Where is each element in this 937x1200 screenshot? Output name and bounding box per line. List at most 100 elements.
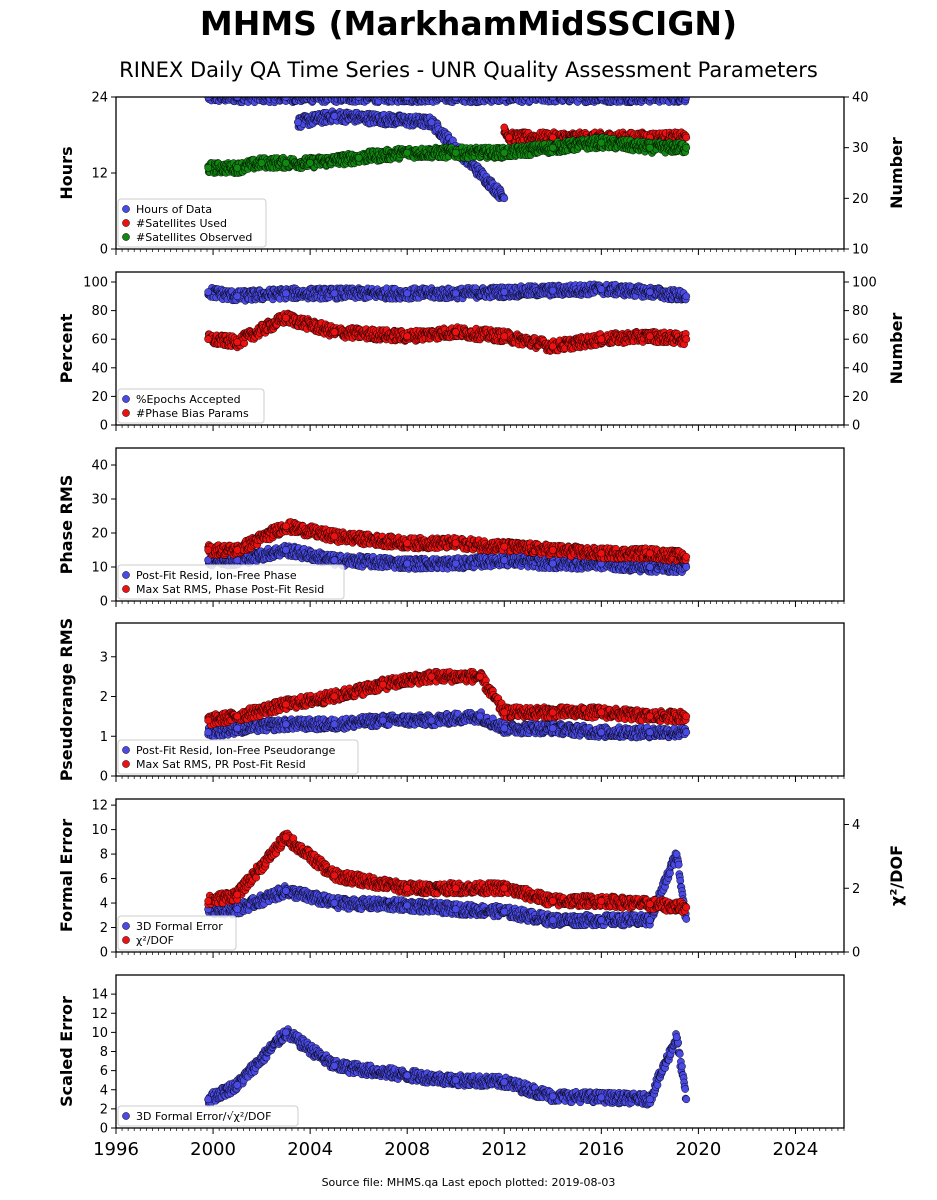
data-point [643,89,650,96]
data-point [542,89,549,96]
data-point [387,88,394,95]
data-point [337,89,344,96]
panel-2-marks [204,280,691,355]
data-point [362,88,369,95]
data-point [321,88,328,95]
data-point [266,97,268,98]
y2-tick-label: 10 [852,243,869,258]
data-point [288,89,295,96]
series-3-points [204,133,691,178]
data-point [403,289,412,298]
data-point [657,97,659,98]
chart-subtitle: RINEX Daily QA Time Series - UNR Quality… [119,58,818,82]
data-point [441,89,448,96]
y-axis-label: Percent [57,313,76,383]
data-point [501,89,508,96]
data-point [534,89,541,96]
data-point [646,143,654,152]
legend-entry: #Satellites Observed [136,231,252,244]
data-point [287,97,291,98]
data-point [495,97,500,98]
data-point [366,88,373,95]
data-point [406,89,413,96]
data-point [579,97,583,98]
y2-axis-label: Number [887,137,906,209]
data-point [597,335,606,344]
data-point [269,97,273,98]
data-point [305,97,309,98]
data-point [682,292,691,301]
data-point [658,89,665,96]
data-point [258,90,265,97]
data-point [330,112,339,120]
data-point [493,97,498,98]
data-point [214,89,221,96]
data-point [644,97,646,98]
data-point [206,88,213,95]
data-point [418,89,425,96]
data-point [539,88,546,95]
y2-tick-label: 0 [852,419,860,434]
data-point [551,89,558,96]
data-point [465,97,470,98]
data-point [448,97,451,98]
data-point [438,89,445,96]
data-point [502,97,504,98]
data-point [406,97,409,98]
data-point [299,88,306,95]
data-point [451,89,458,96]
panel-2-legend: %Epochs Accepted#Phase Bias Params [117,388,265,424]
panel-2: 020406080100Percent020406080100Number%Ep… [57,271,906,434]
legend-box [117,198,267,248]
data-point [633,97,636,98]
data-point [560,97,564,98]
data-point [465,97,470,98]
data-point [659,89,666,96]
data-point [475,97,479,98]
data-point [536,89,543,96]
data-point [365,89,372,96]
y2-tick-label: 20 [852,390,869,405]
data-point [282,313,290,322]
data-point [646,288,654,296]
series-1-points [204,280,691,305]
data-point [328,89,335,96]
data-point [254,97,259,98]
data-point [363,97,368,98]
data-point [219,90,226,97]
data-point [294,118,302,127]
data-point [377,97,382,98]
data-point [397,97,400,98]
data-point [219,89,226,96]
data-point [306,159,314,167]
legend-marker [122,205,130,213]
data-point [555,97,557,98]
data-point [452,89,459,96]
legend-marker [122,233,130,241]
panel-1-legend: Hours of Data#Satellites Used#Satellites… [117,198,267,248]
data-point [458,89,465,96]
data-point [324,89,331,96]
data-point [316,89,323,96]
data-point [597,138,606,147]
data-point [354,153,363,162]
chart-title: MHMS (MarkhamMidSSCIGN) [199,4,738,43]
data-point [646,332,654,341]
data-point [661,89,668,96]
data-point [340,97,346,98]
data-point [344,97,346,98]
data-point [380,97,384,98]
data-point [351,89,358,96]
data-point [269,88,276,95]
data-point [668,97,673,98]
data-point [296,89,303,96]
y2-tick-label: 40 [852,361,869,376]
data-point [494,97,497,98]
data-point [364,97,369,98]
panel-1-marks [204,88,691,203]
data-point [526,89,533,96]
data-point [449,97,453,98]
data-point [611,89,618,96]
data-point [500,288,509,296]
data-point [525,89,532,96]
